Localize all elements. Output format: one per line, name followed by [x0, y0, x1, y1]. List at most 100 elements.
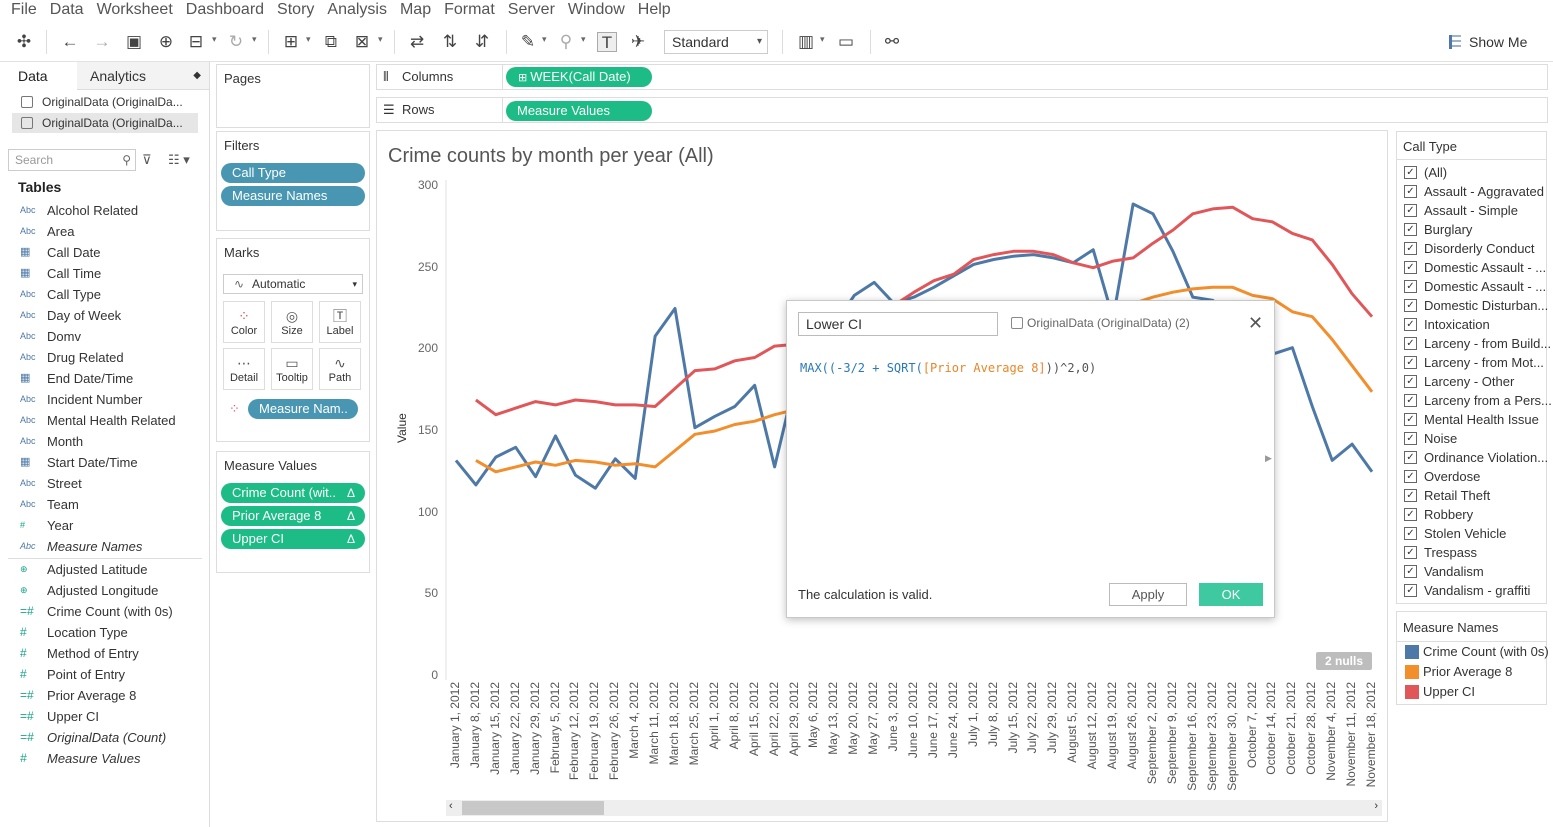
- menu-item-file[interactable]: File: [11, 1, 37, 18]
- field-item[interactable]: ⊕ Adjusted Longitude: [0, 580, 209, 601]
- highlight-icon[interactable]: ✎: [520, 32, 536, 51]
- measure-pill-upper-ci[interactable]: Upper CI Δ: [221, 529, 365, 549]
- menu-item-worksheet[interactable]: Worksheet: [96, 1, 173, 18]
- call-type-checkbox[interactable]: ✓ Larceny - from Mot...: [1404, 353, 1553, 372]
- call-type-checkbox[interactable]: ✓ Assault - Simple: [1404, 201, 1553, 220]
- apply-button[interactable]: Apply: [1109, 583, 1187, 606]
- call-type-checkbox[interactable]: ✓ Retail Theft: [1404, 486, 1553, 505]
- call-type-checkbox[interactable]: ✓ Domestic Disturban...: [1404, 296, 1553, 315]
- search-input[interactable]: Search ⚲: [8, 149, 136, 171]
- checkbox-checked-icon[interactable]: ✓: [1404, 356, 1417, 369]
- legend-item[interactable]: Crime Count (with 0s): [1403, 642, 1553, 662]
- menu-item-help[interactable]: Help: [637, 1, 671, 18]
- call-type-checkbox[interactable]: ✓ Disorderly Conduct: [1404, 239, 1553, 258]
- calculation-name-input[interactable]: Lower CI: [798, 312, 998, 336]
- field-item[interactable]: Abc Day of Week: [0, 305, 209, 326]
- scroll-right-icon[interactable]: ›: [1374, 800, 1378, 812]
- columns-pill-week-call-date[interactable]: ⊞ WEEK(Call Date): [506, 67, 652, 87]
- checkbox-checked-icon[interactable]: ✓: [1404, 584, 1417, 597]
- menu-item-map[interactable]: Map: [399, 1, 432, 18]
- field-item[interactable]: =# Crime Count (with 0s): [0, 601, 209, 622]
- field-item[interactable]: Abc Month: [0, 431, 209, 452]
- datasource-item[interactable]: OriginalData (OriginalDa...: [12, 92, 198, 112]
- measure-pill-crime-count[interactable]: Crime Count (wit.. Δ: [221, 483, 365, 503]
- field-item[interactable]: Abc Area: [0, 221, 209, 242]
- checkbox-checked-icon[interactable]: ✓: [1404, 432, 1417, 445]
- columns-shelf[interactable]: ⦀ Columns ⊞ WEEK(Call Date): [376, 64, 1548, 90]
- checkbox-checked-icon[interactable]: ✓: [1404, 242, 1417, 255]
- view-options-icon[interactable]: ☷ ▾: [168, 152, 190, 167]
- field-item[interactable]: # Measure Values: [0, 748, 209, 769]
- swap-rows-columns-icon[interactable]: ⇄: [409, 32, 425, 51]
- filter-pill-measure-names[interactable]: Measure Names: [221, 186, 365, 206]
- menu-item-analysis[interactable]: Analysis: [327, 1, 387, 18]
- show-cards-icon[interactable]: ▥: [797, 32, 815, 51]
- checkbox-checked-icon[interactable]: ✓: [1404, 394, 1417, 407]
- redo-icon[interactable]: →: [93, 32, 111, 51]
- checkbox-checked-icon[interactable]: ✓: [1404, 489, 1417, 502]
- call-type-checkbox[interactable]: ✓ Domestic Assault - ...: [1404, 277, 1553, 296]
- checkbox-checked-icon[interactable]: ✓: [1404, 318, 1417, 331]
- scrollbar-thumb[interactable]: [462, 801, 604, 815]
- nulls-indicator[interactable]: 2 nulls: [1316, 652, 1372, 670]
- checkbox-checked-icon[interactable]: ✓: [1404, 166, 1417, 179]
- menu-item-format[interactable]: Format: [444, 1, 495, 18]
- field-item[interactable]: Abc Street: [0, 473, 209, 494]
- sort-ascending-icon[interactable]: ⇅: [442, 32, 458, 51]
- fix-axes-icon[interactable]: ✈: [630, 32, 646, 51]
- checkbox-checked-icon[interactable]: ✓: [1404, 261, 1417, 274]
- field-item[interactable]: ⊕ Adjusted Latitude: [0, 559, 209, 580]
- show-mark-labels-icon[interactable]: T: [597, 32, 617, 52]
- datasource-item-selected[interactable]: OriginalData (OriginalDa...: [12, 113, 198, 133]
- refresh-icon[interactable]: ↻: [228, 32, 244, 51]
- marks-pill-measure-names[interactable]: Measure Nam..: [248, 399, 358, 419]
- legend-item[interactable]: Prior Average 8: [1403, 662, 1553, 682]
- scroll-left-icon[interactable]: ‹: [449, 800, 453, 812]
- call-type-checkbox[interactable]: ✓ Domestic Assault - ...: [1404, 258, 1553, 277]
- filters-shelf[interactable]: Filters Call Type Measure Names: [216, 131, 370, 231]
- call-type-checkbox[interactable]: ✓ Burglary: [1404, 220, 1553, 239]
- rows-shelf[interactable]: ☰ Rows Measure Values: [376, 97, 1548, 123]
- call-type-checkbox[interactable]: ✓ Larceny from a Pers...: [1404, 391, 1553, 410]
- legend-item[interactable]: Upper CI: [1403, 682, 1553, 702]
- pause-updates-icon[interactable]: ⊟: [188, 32, 204, 51]
- call-type-checkbox[interactable]: ✓ Assault - Aggravated: [1404, 182, 1553, 201]
- share-icon[interactable]: ⚯: [884, 32, 900, 51]
- new-worksheet-icon[interactable]: ⊞: [283, 32, 299, 51]
- call-type-checkbox[interactable]: ✓ Robbery: [1404, 505, 1553, 524]
- call-type-checkbox[interactable]: ✓ Noise: [1404, 429, 1553, 448]
- filter-icon[interactable]: ⊽: [142, 152, 152, 167]
- checkbox-checked-icon[interactable]: ✓: [1404, 451, 1417, 464]
- field-item[interactable]: # Year: [0, 515, 209, 536]
- sort-descending-icon[interactable]: ⇵: [474, 32, 490, 51]
- checkbox-checked-icon[interactable]: ✓: [1404, 508, 1417, 521]
- save-icon[interactable]: ▣: [125, 32, 143, 51]
- field-item[interactable]: Abc Call Type: [0, 284, 209, 305]
- field-item[interactable]: ▦ Start Date/Time: [0, 452, 209, 473]
- marks-size-button[interactable]: ◎ Size: [271, 301, 313, 343]
- field-item[interactable]: =# Prior Average 8: [0, 685, 209, 706]
- checkbox-checked-icon[interactable]: ✓: [1404, 337, 1417, 350]
- expand-panel-icon[interactable]: ▶: [1265, 453, 1272, 463]
- marks-color-button[interactable]: ⁘ Color: [223, 301, 265, 343]
- pages-shelf[interactable]: Pages: [216, 64, 370, 128]
- call-type-checkbox[interactable]: ✓ Larceny - Other: [1404, 372, 1553, 391]
- checkbox-checked-icon[interactable]: ✓: [1404, 470, 1417, 483]
- field-item[interactable]: # Point of Entry: [0, 664, 209, 685]
- menu-item-window[interactable]: Window: [567, 1, 625, 18]
- fit-select[interactable]: Standard ▾: [664, 30, 768, 54]
- calculation-formula-editor[interactable]: MAX((-3/2 + SQRT([Prior Average 8]))^2,0…: [800, 361, 1096, 375]
- field-item[interactable]: Abc Domv: [0, 326, 209, 347]
- field-item[interactable]: # Location Type: [0, 622, 209, 643]
- horizontal-scrollbar[interactable]: ‹ ›: [446, 800, 1382, 816]
- call-type-checkbox[interactable]: ✓ Trespass: [1404, 543, 1553, 562]
- call-type-checkbox[interactable]: ✓ Stolen Vehicle: [1404, 524, 1553, 543]
- rows-pill-measure-values[interactable]: Measure Values: [506, 101, 652, 121]
- checkbox-checked-icon[interactable]: ✓: [1404, 375, 1417, 388]
- ok-button[interactable]: OK: [1199, 583, 1263, 606]
- call-type-checkbox[interactable]: ✓ Vandalism: [1404, 562, 1553, 581]
- marks-detail-button[interactable]: ⋯ Detail: [223, 348, 265, 390]
- call-type-checkbox[interactable]: ✓ (All): [1404, 163, 1553, 182]
- field-item[interactable]: # Method of Entry: [0, 643, 209, 664]
- marks-tooltip-button[interactable]: ▭ Tooltip: [271, 348, 313, 390]
